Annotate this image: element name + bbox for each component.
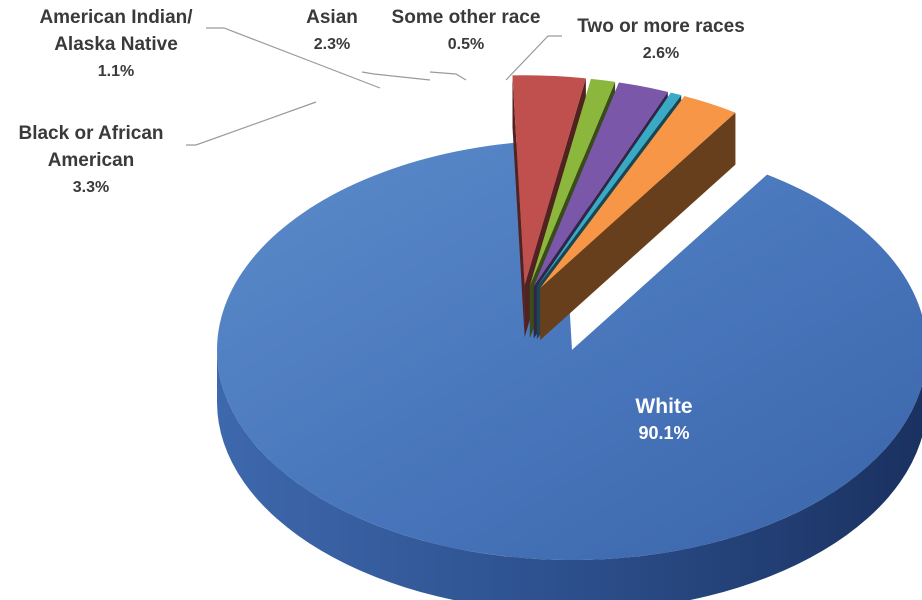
label-white: White 90.1% xyxy=(606,393,722,447)
leader-asian xyxy=(361,71,431,81)
leader-black xyxy=(186,101,317,146)
label-two-or-more: Two or more races 2.6% xyxy=(560,13,762,67)
label-american-indian-name-2: Alaska Native xyxy=(54,34,178,55)
label-american-indian: American Indian/ Alaska Native 1.1% xyxy=(28,4,204,85)
label-some-other-race-name: Some other race xyxy=(391,7,541,28)
label-asian-value: 2.3% xyxy=(313,36,351,53)
pie-slice-two-or-more xyxy=(540,96,736,340)
label-american-indian-value: 1.1% xyxy=(97,63,135,80)
label-white-value: 90.1% xyxy=(638,423,690,443)
leader-two-or-more xyxy=(505,35,562,81)
label-asian: Asian 2.3% xyxy=(292,4,372,58)
label-black-name-1: Black or African xyxy=(18,123,164,144)
label-two-or-more-value: 2.6% xyxy=(642,45,680,62)
label-white-name: White xyxy=(635,395,693,418)
leader-some-other-race xyxy=(429,71,467,81)
label-some-other-race-value: 0.5% xyxy=(447,36,485,53)
pie-slice-white xyxy=(217,140,922,600)
label-asian-name: Asian xyxy=(306,7,358,28)
label-black-name-2: American xyxy=(47,150,135,171)
leader-american-indian xyxy=(206,27,381,89)
label-american-indian-name-1: American Indian/ xyxy=(39,7,193,28)
label-black: Black or African American 3.3% xyxy=(0,120,182,201)
label-some-other-race: Some other race 0.5% xyxy=(377,4,555,58)
label-black-value: 3.3% xyxy=(72,179,110,196)
label-two-or-more-name: Two or more races xyxy=(577,16,745,37)
